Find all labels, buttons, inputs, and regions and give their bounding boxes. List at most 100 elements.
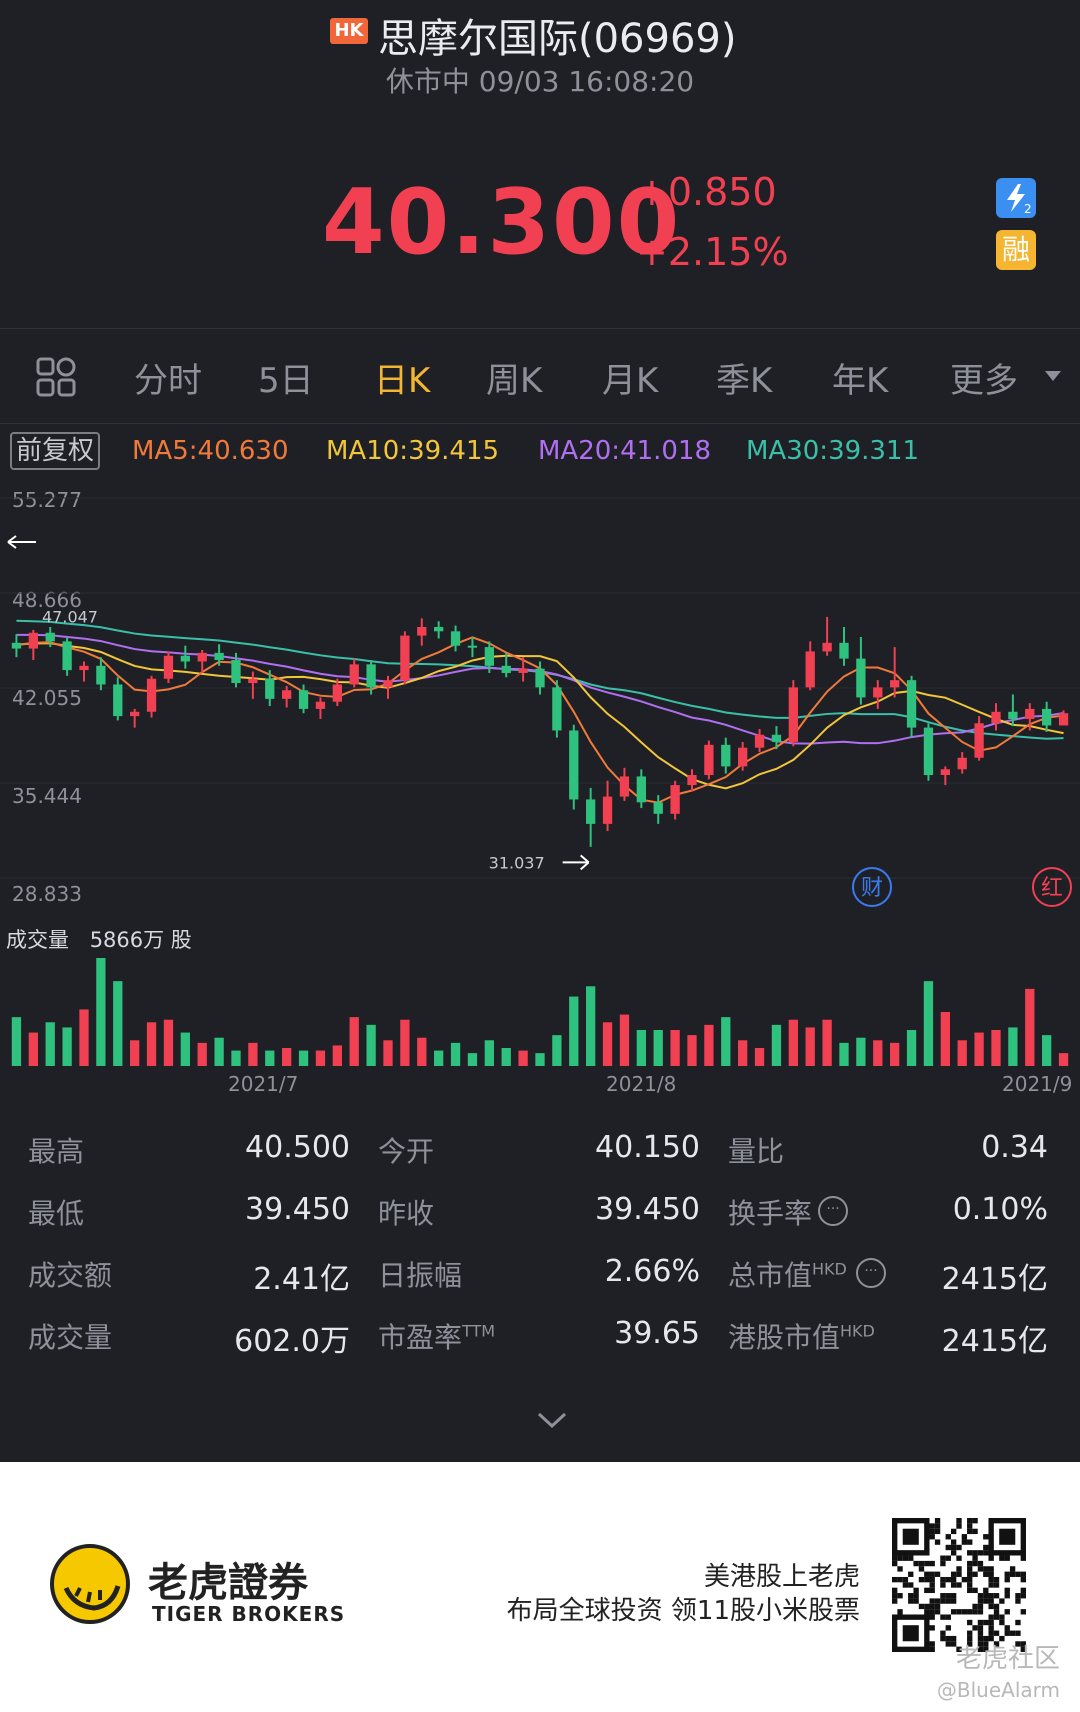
candle-body — [586, 799, 596, 824]
price-change-pct: +2.15% — [636, 230, 789, 274]
slogan-line-1: 美港股上老虎 — [703, 1562, 860, 1592]
candle-body — [467, 645, 478, 648]
candle-body — [349, 664, 359, 685]
candle-body — [450, 631, 461, 646]
candle-body — [45, 632, 55, 642]
chevron-down-icon[interactable] — [536, 1410, 568, 1430]
volume-bar — [1025, 988, 1035, 1066]
lightning-icon: 2 — [1007, 184, 1032, 216]
brand-name-cn: 老虎證券 — [148, 1560, 308, 1606]
volume-bar — [619, 1014, 630, 1066]
stat-value: 2415亿 — [941, 1262, 1048, 1297]
volume-bar — [163, 1019, 174, 1066]
candle-body — [11, 642, 22, 649]
more-info-icon[interactable]: ··· — [856, 1258, 886, 1288]
volume-bar — [653, 1030, 663, 1066]
y-tick-label: 55.277 — [12, 488, 82, 512]
candle-body — [890, 680, 900, 688]
stock-title: 思摩尔国际(06969) — [378, 16, 737, 62]
price-change: +0.850 — [636, 170, 777, 214]
volume-bar — [417, 1037, 427, 1066]
stat-value: 2415亿 — [941, 1324, 1048, 1359]
candle-body — [231, 660, 241, 684]
tab-daily-k[interactable]: 日K — [374, 361, 431, 401]
candle-body — [130, 711, 140, 717]
level2-icon[interactable]: 2 — [996, 178, 1036, 218]
volume-bar — [349, 1017, 359, 1066]
candle-body — [535, 668, 545, 688]
volume-bar — [771, 1024, 782, 1066]
tab-more[interactable]: 更多 — [950, 361, 1018, 401]
tab-minute[interactable]: 分时 — [134, 361, 202, 401]
candle-body — [501, 665, 511, 673]
stat-label: 港股市值HKD — [728, 1321, 875, 1354]
candlestick-chart[interactable]: 47.047 31.037 财 红 — [0, 480, 1080, 910]
volume-bar — [906, 1030, 917, 1066]
earnings-badge-icon — [852, 867, 892, 907]
volume-bar — [788, 1019, 798, 1066]
candle-body — [721, 744, 731, 767]
volume-bar — [1042, 1035, 1052, 1066]
candle-body — [1008, 711, 1018, 719]
volume-bar — [248, 1042, 258, 1066]
stat-value: 40.150 — [595, 1130, 700, 1165]
adjust-button[interactable]: 前复权 — [10, 432, 101, 470]
x-tick-label: 2021/7 — [228, 1072, 299, 1096]
min-price-label: 31.037 — [489, 853, 545, 872]
candle-body — [670, 785, 680, 814]
volume-bar — [501, 1048, 511, 1066]
candle-body — [1058, 713, 1069, 726]
volume-bar — [991, 1030, 1001, 1066]
tab-quarterly-k[interactable]: 季K — [716, 361, 773, 401]
volume-bar — [822, 1019, 832, 1066]
candle-body — [991, 711, 1001, 724]
watermark-community: 老虎社区 — [955, 1644, 1060, 1674]
stat-value: 39.65 — [614, 1316, 700, 1351]
tab-weekly-k[interactable]: 周K — [486, 361, 543, 401]
candle-body — [265, 678, 275, 699]
candle-body — [315, 701, 326, 709]
volume-bar — [79, 1009, 89, 1066]
layout-grid-icon[interactable] — [36, 357, 76, 397]
stat-label: 量比 — [728, 1135, 785, 1168]
tab-5day[interactable]: 5日 — [258, 361, 314, 401]
y-tick-label: 48.666 — [12, 588, 82, 612]
candle-body — [636, 776, 646, 803]
volume-bar — [738, 1040, 748, 1066]
stat-label: 日振幅 — [378, 1259, 463, 1292]
margin-icon[interactable]: 融 — [996, 230, 1036, 270]
caret-down-icon[interactable] — [1044, 369, 1062, 383]
candle-body — [906, 680, 917, 728]
stat-value: 2.66% — [604, 1254, 700, 1289]
candle-body — [248, 678, 258, 684]
stat-label: 总市值HKD — [728, 1259, 847, 1292]
candle-body — [822, 642, 832, 652]
volume-bar — [754, 1048, 765, 1066]
tab-yearly-k[interactable]: 年K — [832, 361, 889, 401]
volume-bar — [957, 1040, 967, 1066]
tiger-logo-icon — [50, 1544, 130, 1624]
candle-body — [940, 769, 950, 776]
candle-body — [28, 632, 38, 649]
volume-bar — [434, 1050, 444, 1066]
more-info-icon[interactable]: ··· — [818, 1196, 848, 1226]
volume-bar — [484, 1040, 494, 1066]
volume-bar — [839, 1042, 849, 1066]
slogan-line-2: 布局全球投资 领11股小米股票 — [506, 1596, 860, 1626]
y-tick-label: 42.055 — [12, 686, 82, 710]
tab-monthly-k[interactable]: 月K — [602, 361, 659, 401]
candle-body — [1025, 708, 1035, 719]
volume-label: 成交量 — [6, 928, 69, 952]
svg-text:2: 2 — [1024, 202, 1032, 216]
arrow-right-icon — [562, 854, 590, 871]
candle-body — [754, 734, 765, 748]
volume-bar — [467, 1053, 478, 1066]
volume-bar — [890, 1042, 900, 1066]
volume-bar — [180, 1032, 190, 1066]
candle-body — [332, 684, 342, 702]
volume-bar — [552, 1035, 562, 1066]
candle-body — [79, 665, 89, 671]
volume-bar — [282, 1048, 292, 1066]
x-tick-label: 2021/9 — [1002, 1072, 1073, 1096]
candle-body — [704, 744, 714, 776]
